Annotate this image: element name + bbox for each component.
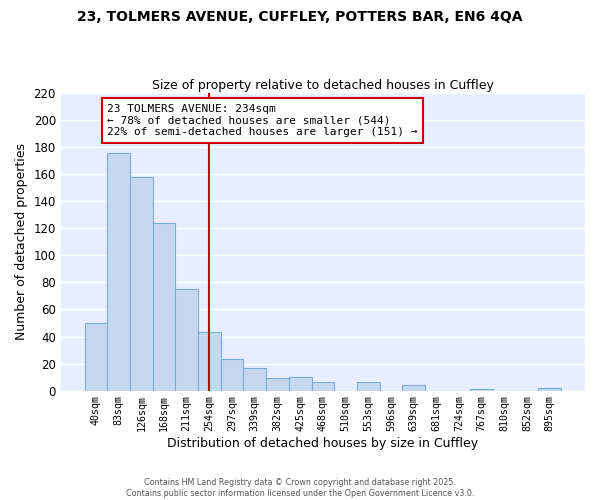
Bar xyxy=(107,152,130,390)
Bar xyxy=(470,389,493,390)
Bar xyxy=(221,360,244,390)
Bar xyxy=(85,323,107,390)
Bar xyxy=(175,289,198,390)
Text: Contains HM Land Registry data © Crown copyright and database right 2025.
Contai: Contains HM Land Registry data © Crown c… xyxy=(126,478,474,498)
Text: 23, TOLMERS AVENUE, CUFFLEY, POTTERS BAR, EN6 4QA: 23, TOLMERS AVENUE, CUFFLEY, POTTERS BAR… xyxy=(77,10,523,24)
Bar xyxy=(244,368,266,390)
Text: 23 TOLMERS AVENUE: 234sqm
← 78% of detached houses are smaller (544)
22% of semi: 23 TOLMERS AVENUE: 234sqm ← 78% of detac… xyxy=(107,104,418,137)
Bar xyxy=(357,382,380,390)
Bar xyxy=(403,385,425,390)
Bar xyxy=(538,388,561,390)
Bar xyxy=(198,332,221,390)
Title: Size of property relative to detached houses in Cuffley: Size of property relative to detached ho… xyxy=(152,79,494,92)
Bar xyxy=(311,382,334,390)
Bar xyxy=(152,223,175,390)
Bar xyxy=(130,177,152,390)
Y-axis label: Number of detached properties: Number of detached properties xyxy=(15,144,28,340)
X-axis label: Distribution of detached houses by size in Cuffley: Distribution of detached houses by size … xyxy=(167,437,478,450)
Bar xyxy=(266,378,289,390)
Bar xyxy=(289,377,311,390)
